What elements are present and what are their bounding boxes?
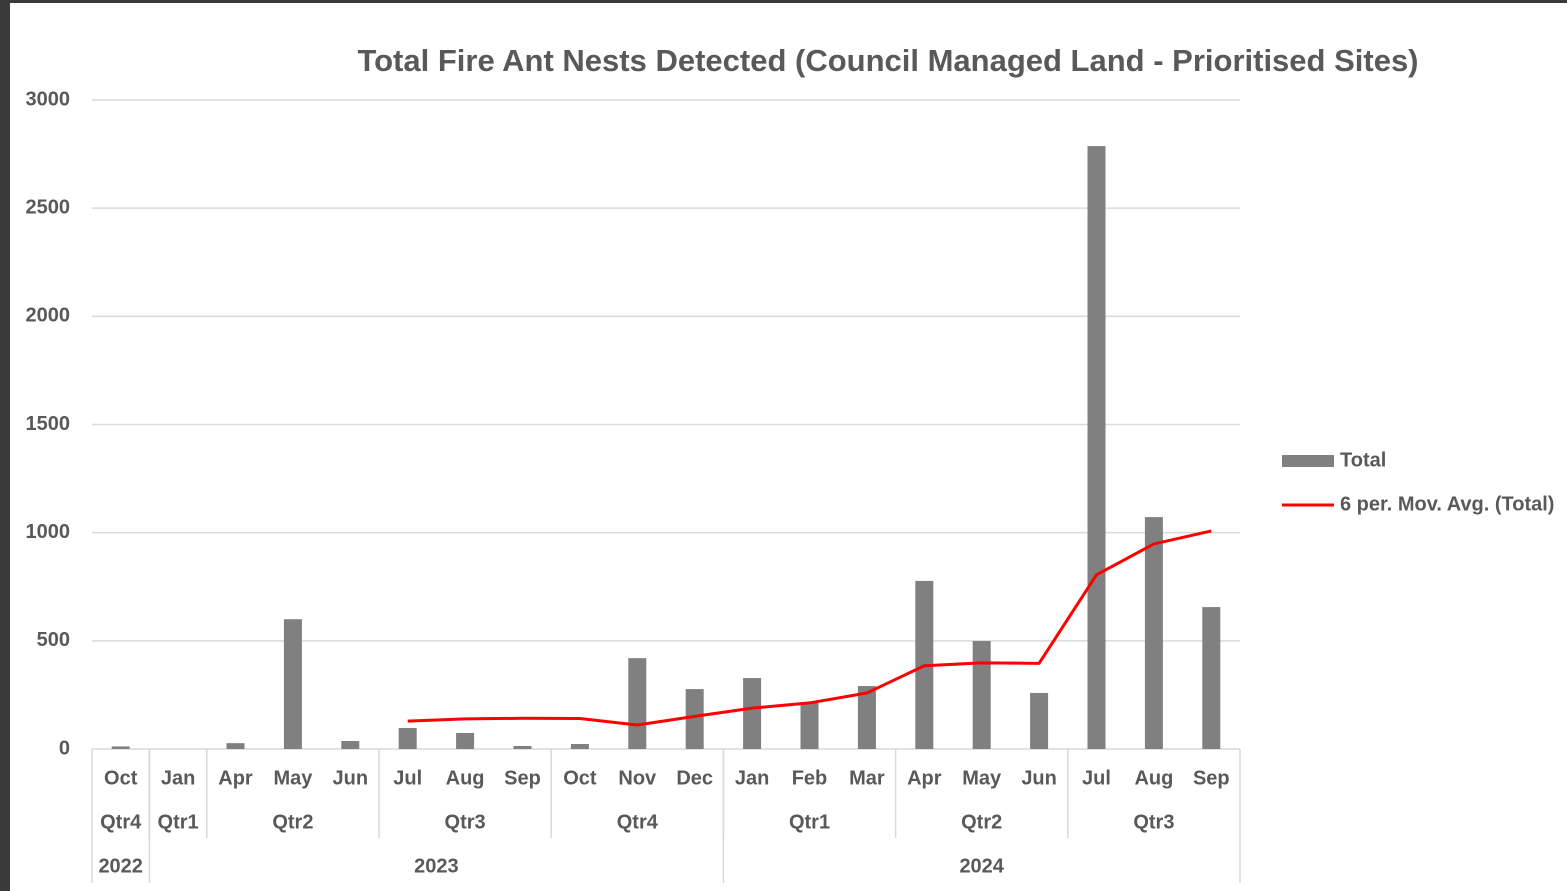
bar [570,744,589,749]
y-tick-label: 2500 [26,196,71,218]
x-tick-label: Feb [792,767,828,789]
group-label: Qtr4 [100,811,142,833]
moving-average-line [407,529,1212,727]
x-tick-label: Sep [1193,767,1230,789]
bar [972,641,991,749]
group-label: Qtr1 [789,811,830,833]
left-border [0,0,10,891]
x-tick-label: Dec [676,767,713,789]
bar [456,732,475,749]
group-label: Qtr3 [1133,811,1174,833]
group-label: 2023 [414,855,459,877]
bar [1202,607,1221,749]
y-tick-label: 0 [59,737,70,759]
group-label: Qtr1 [158,811,199,833]
x-tick-label: Aug [1134,767,1173,789]
bar [743,678,762,749]
group-label: 2022 [98,855,143,877]
bar [513,745,532,749]
bar [800,702,819,749]
y-tick-label: 1000 [26,521,71,543]
y-tick-label: 500 [37,629,70,651]
y-tick-label: 1500 [26,413,71,435]
bar [226,743,245,749]
group-label: Qtr2 [272,811,313,833]
y-tick-label: 2000 [26,305,71,327]
bar [283,619,302,749]
x-tick-label: Sep [504,767,541,789]
bar [685,689,704,749]
bar [1144,517,1163,749]
x-tick-label: Jan [735,767,769,789]
bar [1087,146,1106,750]
x-tick-label: Jul [393,767,422,789]
x-tick-label: Mar [849,767,885,789]
legend-swatch [1282,455,1334,467]
legend-label: Total [1340,449,1386,471]
x-tick-label: Jul [1082,767,1111,789]
bar [111,746,130,749]
bar [341,740,360,749]
top-border [0,0,1567,3]
x-tick-label: Apr [218,767,253,789]
legend-label: 6 per. Mov. Avg. (Total) [1340,493,1554,515]
x-tick-label: Jun [1021,767,1057,789]
group-label: Qtr2 [961,811,1002,833]
group-label: 2024 [959,855,1004,877]
x-tick-label: Jun [333,767,369,789]
y-tick-label: 3000 [26,88,71,110]
x-tick-label: Jan [161,767,195,789]
x-tick-label: May [962,767,1002,789]
group-label: Qtr3 [445,811,486,833]
x-tick-label: May [273,767,313,789]
x-tick-label: Nov [618,767,657,789]
bar [398,728,417,749]
x-tick-label: Apr [907,767,942,789]
bar [1030,692,1049,749]
bar [628,658,647,749]
group-label: Qtr4 [617,811,659,833]
bar [857,686,876,749]
x-tick-label: Aug [446,767,485,789]
x-tick-label: Oct [563,767,597,789]
x-tick-label: Oct [104,767,138,789]
chart-title: Total Fire Ant Nests Detected (Council M… [357,43,1418,78]
